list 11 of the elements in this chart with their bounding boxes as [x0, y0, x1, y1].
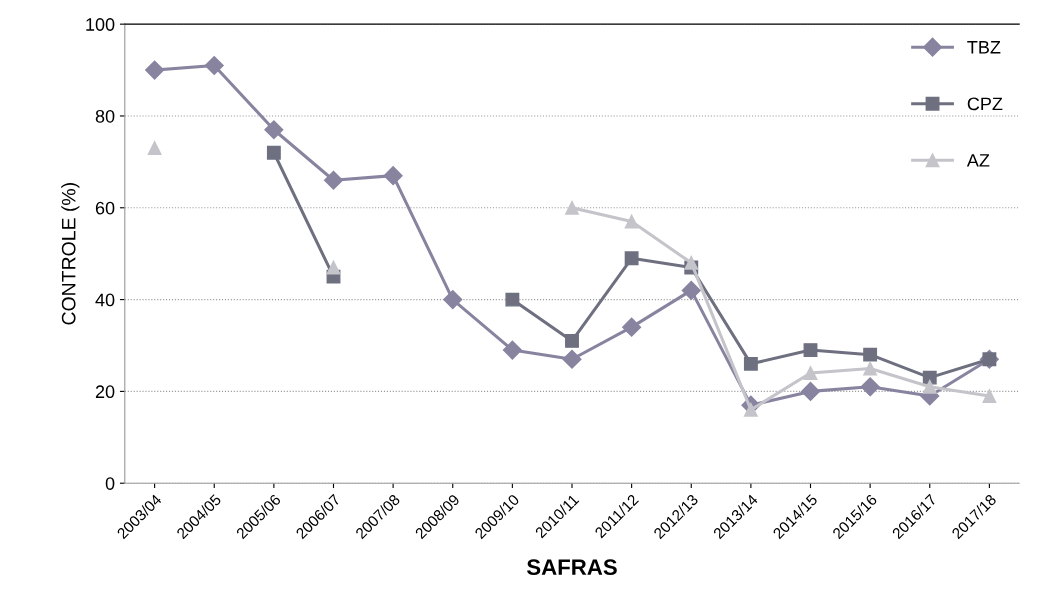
legend-label: CPZ — [967, 97, 1003, 111]
y-tick-label: 20 — [95, 385, 115, 399]
y-tick-label: 60 — [95, 201, 115, 215]
y-tick-label: 0 — [105, 477, 115, 490]
legend-label: AZ — [966, 154, 990, 167]
y-tick-label: 80 — [95, 109, 115, 123]
legend-label: TBZ — [967, 41, 1001, 54]
y-tick-label: 100 — [86, 18, 115, 31]
y-axis-title: CONTROLE (%) — [61, 183, 80, 325]
x-axis-title: SAFRAS — [526, 559, 617, 576]
y-tick-label: 40 — [95, 293, 115, 307]
